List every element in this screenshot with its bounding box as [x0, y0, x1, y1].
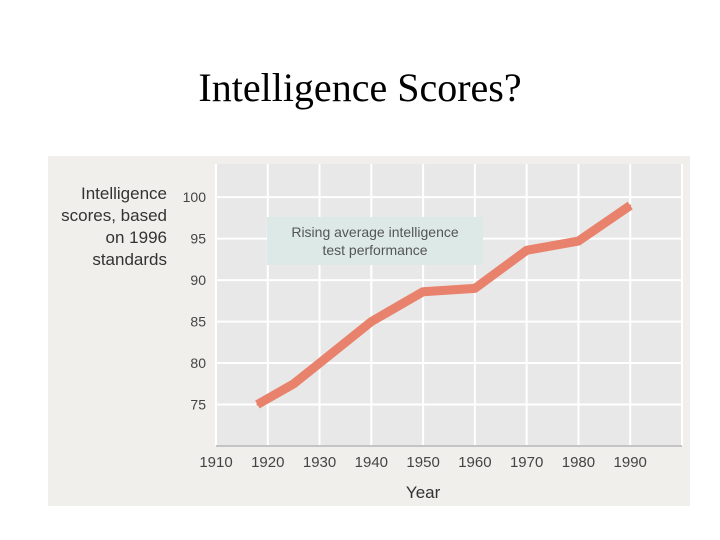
y-tick-label: 85: [190, 314, 206, 330]
x-tick-label: 1960: [458, 454, 491, 471]
x-tick-label: 1920: [251, 454, 284, 471]
chart-panel: 75 80 85 90 95 100 1910 1920 1930 1940 1950 1960 19…: [48, 156, 690, 506]
x-tick-label: 1980: [562, 454, 595, 471]
x-axis-label: Year: [406, 483, 441, 502]
slide-title: Intelligence Scores?: [198, 65, 522, 110]
y-tick-label: 95: [190, 231, 206, 247]
chart-annotation: Rising average intelligence test performa…: [267, 217, 483, 265]
annotation-text-line: Rising average intelligence: [291, 224, 459, 240]
y-tick-labels: 75 80 85 90 95 100: [183, 189, 207, 412]
y-axis-label-line: scores, based: [61, 206, 167, 225]
x-tick-label: 1940: [355, 454, 388, 471]
y-tick-label: 80: [190, 355, 206, 371]
data-point: [292, 382, 295, 385]
x-tick-label: 1930: [303, 454, 336, 471]
data-point: [422, 290, 425, 293]
x-tick-label: 1970: [510, 454, 543, 471]
x-tick-label: 1950: [406, 454, 439, 471]
plot-area: [216, 164, 682, 446]
data-point: [256, 403, 259, 406]
annotation-box: [267, 217, 483, 265]
x-tick-labels: 1910 1920 1930 1940 1950 1960 1970 1980 1990: [199, 454, 647, 471]
series-layer: [255, 201, 633, 409]
data-point: [629, 204, 632, 207]
annotation-text: Rising average intelligence test performa…: [291, 224, 459, 258]
data-point: [370, 320, 373, 323]
y-tick-label: 90: [190, 272, 206, 288]
y-axis-label-line: standards: [92, 250, 167, 269]
y-tick-label: 75: [190, 397, 206, 413]
y-axis-label-line: on 1996: [106, 228, 167, 247]
data-point: [577, 240, 580, 243]
y-axis-label-line: Intelligence: [81, 184, 167, 203]
y-tick-label: 100: [183, 189, 207, 205]
data-point: [473, 287, 476, 290]
annotation-text-line: test performance: [322, 242, 427, 258]
x-tick-label: 1910: [199, 454, 232, 471]
data-point: [318, 362, 321, 365]
y-axis-label: Intelligence scores, based on 1996 standard…: [61, 184, 167, 269]
x-tick-label: 1990: [614, 454, 647, 471]
data-point: [525, 249, 528, 252]
